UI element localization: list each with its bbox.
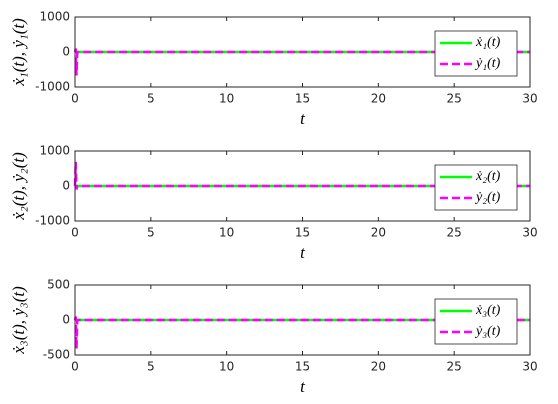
series-line	[73, 48, 530, 76]
x-tick-label: 15	[295, 92, 310, 106]
axes-box	[74, 16, 531, 88]
legend-box	[434, 30, 518, 77]
y-axis-label: ẋ₃(t), ẏ₃(t)	[9, 286, 28, 355]
x-tick-label: 5	[147, 360, 155, 374]
y-tick-label: 1000	[39, 144, 70, 158]
y-axis-label: ẋ₂(t), ẏ₂(t)	[9, 152, 28, 221]
x-tick-label: 30	[522, 92, 537, 106]
legend-label: ẋ₁(t)	[475, 35, 501, 50]
y-tick-label: 0	[62, 45, 70, 59]
x-axis-label: t	[300, 377, 306, 396]
legend-box	[434, 164, 518, 211]
y-tick-label: -1000	[35, 214, 70, 228]
x-tick-label: 25	[447, 92, 462, 106]
x-tick-label: 10	[219, 92, 234, 106]
x-tick-label: 20	[371, 92, 386, 106]
y-tick-label: 0	[62, 313, 70, 327]
x-tick-label: 30	[522, 360, 537, 374]
y-tick-label: 1000	[39, 10, 70, 24]
y-tick-label: 500	[47, 278, 70, 292]
x-tick-label: 5	[147, 226, 155, 240]
x-tick-label: 25	[447, 360, 462, 374]
x-tick-label: 20	[371, 226, 386, 240]
series-line	[73, 316, 530, 349]
legend-label: ẋ₃(t)	[475, 303, 501, 318]
legend-label: ẏ₁(t)	[474, 56, 501, 71]
x-tick-label: 0	[71, 92, 79, 106]
x-axis-label: t	[300, 243, 306, 262]
x-axis-label: t	[300, 109, 306, 128]
x-tick-label: 0	[71, 360, 79, 374]
y-tick-label: -1000	[35, 80, 70, 94]
x-tick-label: 5	[147, 92, 155, 106]
axes-box	[74, 284, 531, 356]
legend-label: ẏ₃(t)	[474, 324, 501, 339]
x-tick-label: 25	[447, 226, 462, 240]
y-tick-label: 0	[62, 179, 70, 193]
legend-box	[434, 298, 518, 345]
y-tick-label: -500	[43, 348, 70, 362]
x-tick-label: 20	[371, 360, 386, 374]
x-tick-label: 0	[71, 226, 79, 240]
series-line	[73, 161, 530, 190]
legend-label: ẏ₂(t)	[474, 190, 501, 205]
x-tick-label: 15	[295, 360, 310, 374]
axes-box	[74, 150, 531, 222]
x-tick-label: 30	[522, 226, 537, 240]
legend-label: ẋ₂(t)	[475, 169, 501, 184]
x-tick-label: 15	[295, 226, 310, 240]
y-axis-label: ẋ₁(t), ẏ₁(t)	[9, 18, 28, 87]
x-tick-label: 10	[219, 226, 234, 240]
x-tick-label: 10	[219, 360, 234, 374]
